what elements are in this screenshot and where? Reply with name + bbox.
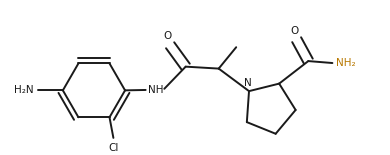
- Text: O: O: [163, 31, 171, 41]
- Text: NH: NH: [147, 85, 163, 95]
- Text: H₂N: H₂N: [14, 85, 34, 95]
- Text: N: N: [244, 78, 251, 88]
- Text: Cl: Cl: [108, 143, 119, 153]
- Text: O: O: [291, 26, 299, 36]
- Text: NH₂: NH₂: [335, 58, 355, 68]
